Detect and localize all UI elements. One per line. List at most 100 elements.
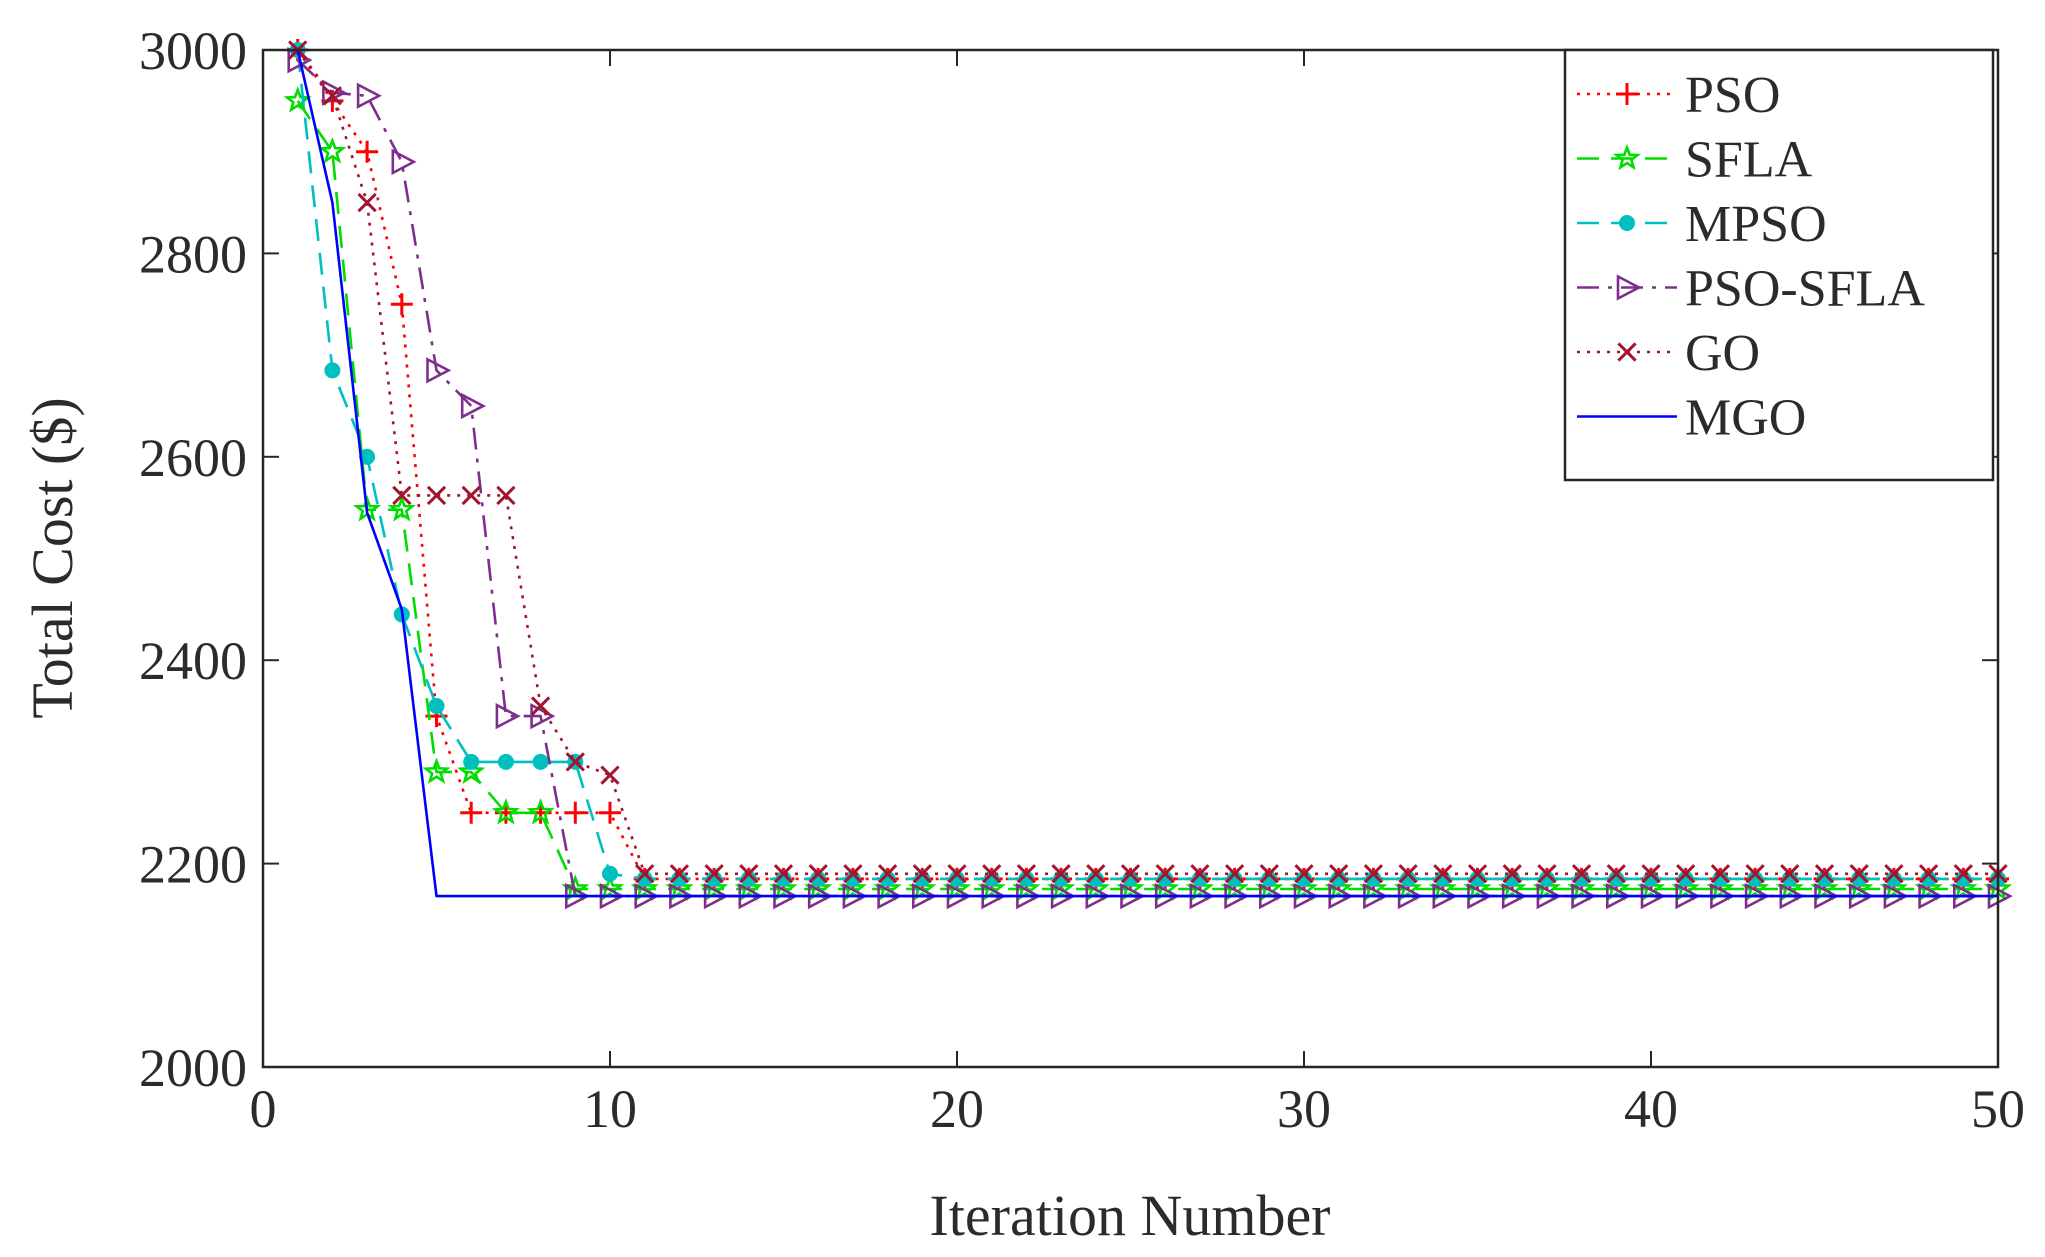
data-point-pso-sfla	[391, 148, 417, 176]
legend-item-pso: PSO	[1577, 67, 1780, 124]
data-point-go	[635, 864, 655, 884]
data-point-sfla	[526, 798, 555, 825]
data-point-go	[1641, 864, 1661, 884]
data-point-mpso	[1226, 870, 1243, 887]
legend-marker-pso-sfla	[1616, 274, 1642, 301]
legend-label-pso-sfla: PSO-SFLA	[1685, 261, 1925, 318]
data-point-mpso	[1781, 870, 1798, 887]
data-point-mpso	[1573, 870, 1590, 887]
data-point-go	[496, 485, 516, 506]
data-point-mpso	[1018, 870, 1035, 887]
data-point-sfla	[491, 798, 520, 825]
series-mpso	[289, 42, 2006, 887]
data-point-mpso	[949, 870, 965, 887]
data-point-go	[1190, 864, 1210, 884]
y-tick-label: 2400	[139, 631, 247, 691]
data-point-go	[1780, 864, 1800, 884]
data-point-mpso	[1330, 870, 1347, 887]
data-point-go	[808, 864, 828, 884]
data-point-mpso	[844, 870, 861, 887]
data-point-go	[530, 696, 551, 716]
legend-marker-go	[1617, 342, 1637, 362]
data-point-mpso	[636, 870, 653, 887]
data-point-go	[877, 864, 898, 884]
data-point-mpso	[671, 870, 688, 887]
data-point-mpso	[1643, 870, 1659, 887]
data-point-go	[1571, 864, 1592, 884]
data-point-mpso	[1677, 870, 1694, 887]
data-point-go	[426, 485, 447, 506]
data-point-go	[322, 86, 343, 106]
data-point-mpso	[1365, 870, 1382, 887]
data-point-go	[565, 752, 585, 772]
data-point-mpso	[810, 870, 827, 887]
data-point-mpso	[1434, 870, 1451, 887]
legend-marker-pso	[1616, 83, 1638, 105]
tick-layer: 0 10 20 30 40 50 2000 2200 2400 2600 2800 3000	[139, 21, 2025, 1139]
x-axis-label: Iteration Number	[929, 1183, 1330, 1248]
legend-item-sfla: SFLA	[1577, 132, 1813, 189]
data-point-go	[947, 864, 967, 884]
data-point-mpso	[775, 870, 792, 887]
data-point-go	[1953, 864, 1973, 884]
legend-item-pso-sfla: PSO-SFLA	[1577, 261, 1925, 318]
data-point-pso-sfla	[426, 357, 452, 384]
data-point-go	[1259, 864, 1279, 884]
data-point-mpso	[879, 870, 896, 887]
legend-marker-sfla	[1612, 143, 1642, 171]
data-point-go	[1294, 864, 1314, 884]
data-point-mpso	[1538, 870, 1555, 887]
data-point-sfla	[387, 494, 416, 522]
data-point-go	[1537, 864, 1557, 884]
legend-marker-mpso	[1619, 215, 1635, 231]
data-point-mpso	[1608, 870, 1625, 887]
data-point-go	[357, 192, 377, 213]
x-tick-label: 20	[930, 1079, 984, 1139]
legend-box	[1563, 48, 1995, 482]
data-point-sfla	[457, 757, 486, 785]
data-point-go	[912, 864, 932, 884]
data-point-mpso	[1191, 870, 1208, 887]
data-point-go	[773, 864, 794, 884]
data-point-mpso	[983, 870, 1000, 887]
data-point-go	[843, 864, 863, 884]
data-point-go	[392, 485, 412, 506]
legend-item-mgo: MGO	[1577, 390, 1806, 447]
data-point-mpso	[1851, 870, 1868, 887]
y-tick-label: 2800	[139, 224, 247, 284]
data-point-mpso	[1122, 870, 1139, 887]
data-point-mpso	[463, 753, 480, 770]
data-point-mpso	[602, 865, 618, 882]
data-point-mpso	[1504, 870, 1521, 887]
data-point-mpso	[1816, 870, 1833, 887]
y-axis-label: Total Cost ($)	[20, 397, 85, 718]
data-point-mpso	[1712, 870, 1729, 887]
data-point-go	[1710, 864, 1731, 884]
data-point-mpso	[1747, 870, 1764, 887]
legend-item-mpso: MPSO	[1577, 196, 1827, 253]
data-point-sfla	[318, 136, 347, 164]
data-point-go	[1433, 864, 1453, 884]
data-point-mpso	[1955, 870, 1972, 887]
data-point-go	[1224, 864, 1245, 884]
legend-label-mgo: MGO	[1685, 390, 1806, 447]
data-point-mpso	[1261, 870, 1278, 887]
data-point-sfla	[283, 86, 312, 113]
y-tick-label: 3000	[139, 21, 247, 81]
data-point-go	[1849, 864, 1869, 884]
x-tick-label: 0	[250, 1079, 277, 1139]
data-point-pso-sfla	[495, 702, 521, 730]
data-point-go	[1120, 864, 1141, 884]
x-tick-label: 10	[583, 1079, 637, 1139]
series-mgo	[296, 49, 1998, 898]
legend: PSO SFLA MPSO PSO-SFLA GO MGO	[1563, 48, 1995, 482]
data-point-go	[1884, 864, 1904, 884]
data-point-go	[1398, 864, 1418, 884]
data-point-go	[1676, 864, 1696, 884]
x-tick-label: 40	[1624, 1079, 1678, 1139]
data-point-mpso	[706, 870, 723, 887]
data-point-pso-sfla	[530, 702, 556, 730]
data-point-mpso	[1087, 870, 1104, 887]
data-point-mpso	[324, 362, 341, 379]
